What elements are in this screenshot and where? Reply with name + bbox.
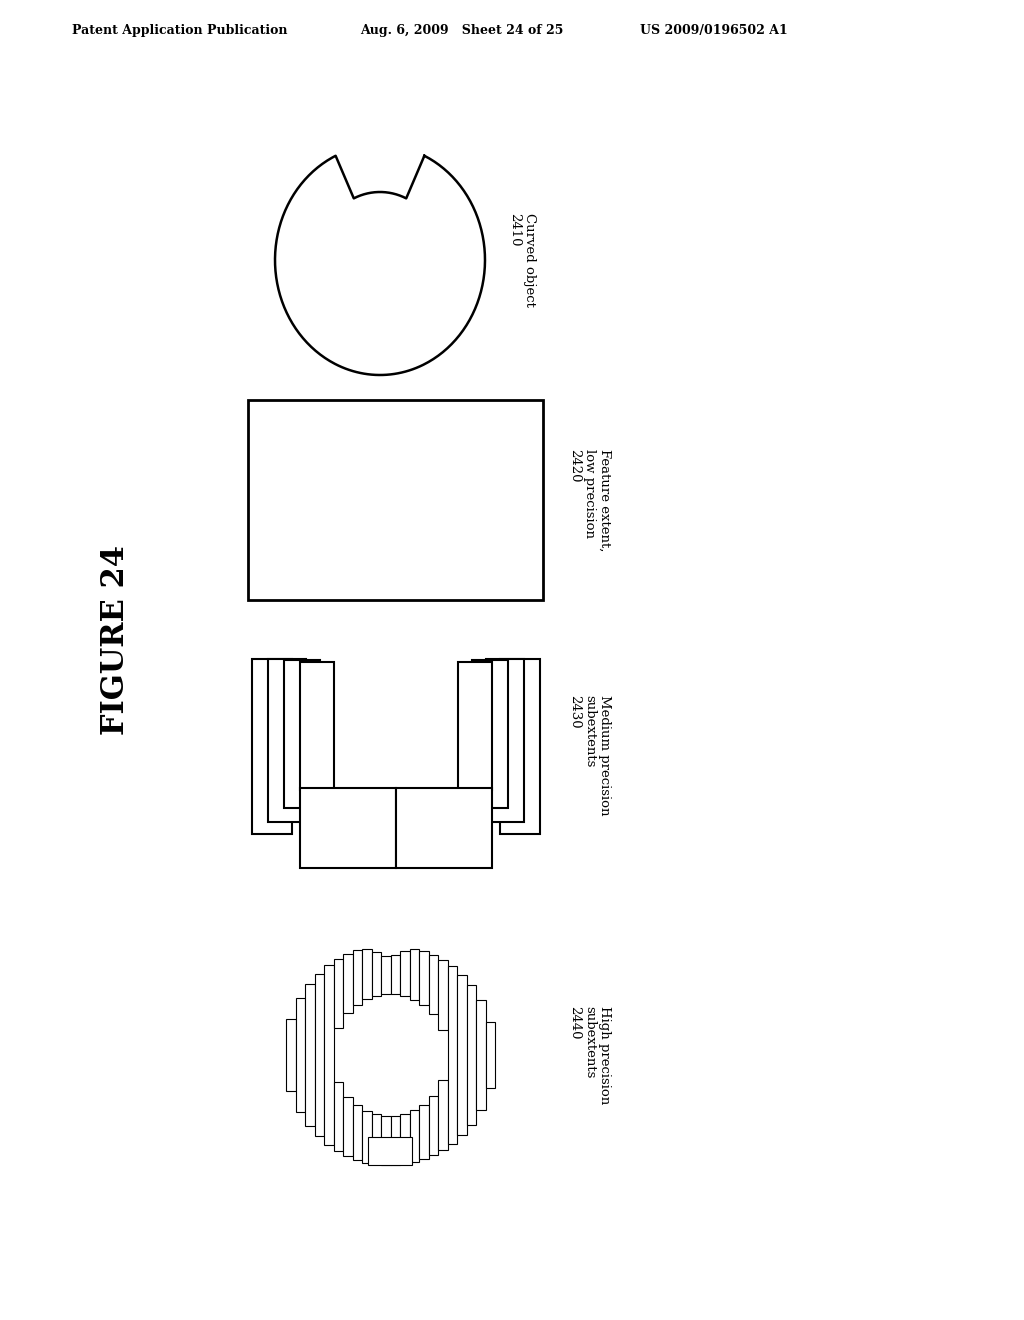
Bar bbox=[305, 983, 314, 1126]
Bar bbox=[286, 1019, 296, 1092]
Text: Aug. 6, 2009   Sheet 24 of 25: Aug. 6, 2009 Sheet 24 of 25 bbox=[360, 24, 563, 37]
Text: US 2009/0196502 A1: US 2009/0196502 A1 bbox=[640, 24, 787, 37]
Bar bbox=[314, 974, 324, 1137]
Bar bbox=[372, 1114, 381, 1164]
Bar bbox=[296, 998, 305, 1113]
Bar bbox=[368, 1137, 412, 1166]
Bar bbox=[419, 1105, 428, 1159]
Bar bbox=[410, 949, 419, 999]
Bar bbox=[396, 788, 492, 869]
Bar bbox=[284, 660, 319, 808]
Bar bbox=[372, 952, 381, 995]
Bar bbox=[486, 659, 524, 822]
Polygon shape bbox=[275, 156, 485, 375]
Bar bbox=[458, 663, 492, 789]
Bar bbox=[447, 966, 457, 1144]
Bar bbox=[500, 659, 540, 834]
Bar bbox=[343, 954, 352, 1014]
Text: Curved object
2410: Curved object 2410 bbox=[508, 213, 536, 308]
Bar bbox=[268, 659, 306, 822]
Bar bbox=[362, 949, 372, 999]
Bar bbox=[334, 960, 343, 1027]
Bar bbox=[390, 956, 400, 994]
Bar bbox=[352, 1105, 362, 1160]
Bar bbox=[410, 1110, 419, 1163]
Bar bbox=[467, 985, 476, 1125]
Bar bbox=[390, 1115, 400, 1166]
Bar bbox=[343, 1097, 352, 1156]
Text: Feature extent,
low precision
2420: Feature extent, low precision 2420 bbox=[568, 449, 611, 552]
Bar bbox=[428, 1096, 438, 1155]
Bar bbox=[362, 1111, 372, 1163]
Bar bbox=[419, 950, 428, 1006]
Bar bbox=[400, 1114, 410, 1164]
Bar bbox=[334, 1082, 343, 1151]
Bar bbox=[381, 956, 390, 994]
Bar bbox=[485, 1022, 495, 1088]
Bar bbox=[457, 974, 467, 1135]
Text: FIGURE 24: FIGURE 24 bbox=[99, 545, 130, 735]
Bar bbox=[300, 663, 334, 789]
Bar bbox=[438, 960, 447, 1030]
Bar bbox=[472, 660, 508, 808]
Bar bbox=[400, 952, 410, 997]
Bar bbox=[248, 400, 543, 601]
Bar bbox=[476, 999, 485, 1110]
Bar bbox=[438, 1080, 447, 1150]
Bar bbox=[324, 965, 334, 1144]
Bar bbox=[381, 1115, 390, 1166]
Text: Patent Application Publication: Patent Application Publication bbox=[72, 24, 288, 37]
Bar bbox=[300, 788, 396, 869]
Bar bbox=[428, 954, 438, 1015]
Text: High precision
subextents
2440: High precision subextents 2440 bbox=[568, 1006, 611, 1104]
Text: Medium precision
subextents
2430: Medium precision subextents 2430 bbox=[568, 694, 611, 816]
Bar bbox=[252, 659, 292, 834]
Bar bbox=[352, 950, 362, 1005]
